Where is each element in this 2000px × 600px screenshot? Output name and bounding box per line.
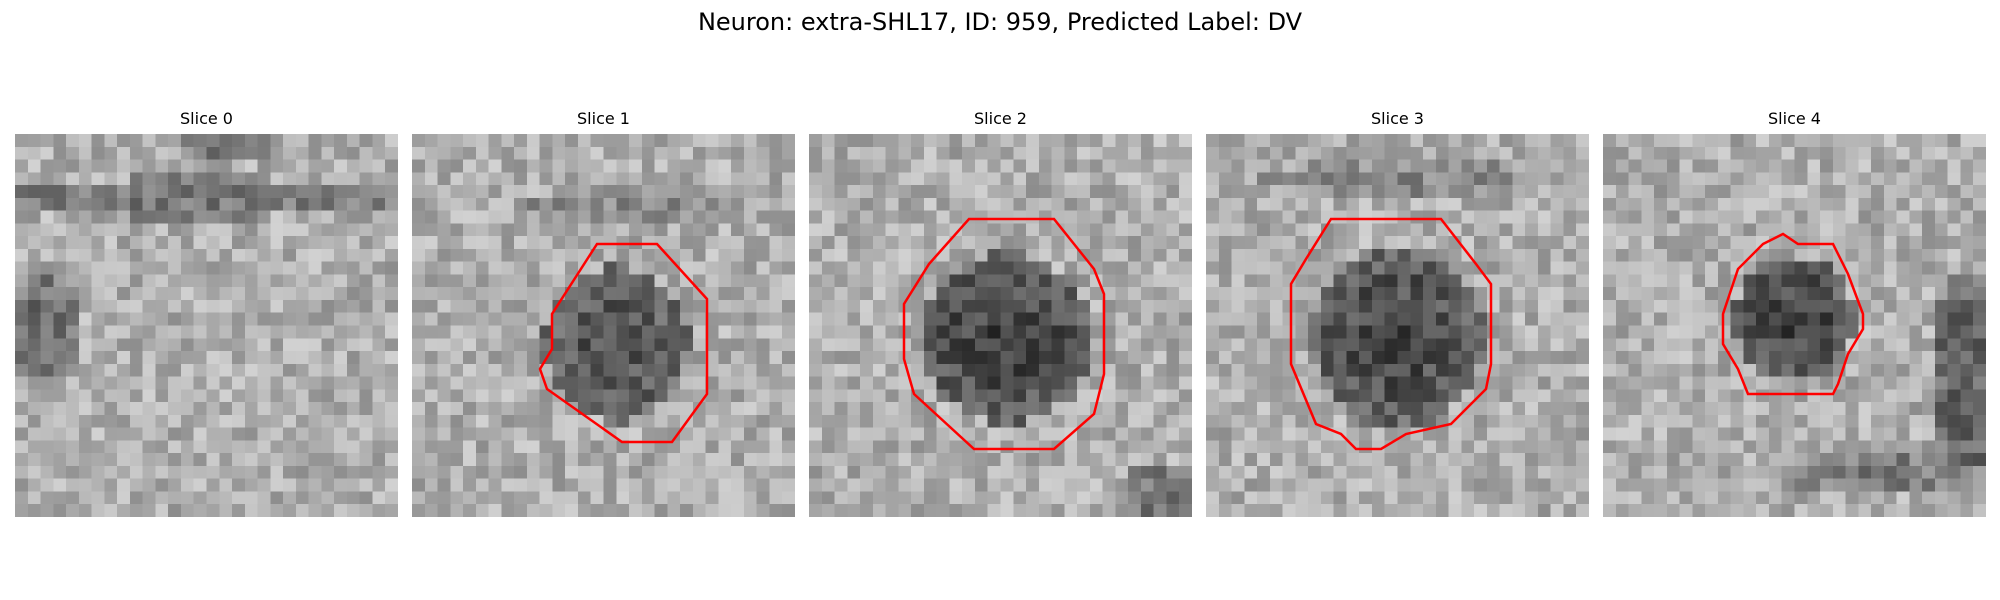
contour-overlay [538,242,709,444]
contour-overlay [902,217,1106,451]
slice-title: Slice 1 [577,109,630,128]
slice-title: Slice 0 [180,109,233,128]
slice-title: Slice 2 [974,109,1027,128]
slice-panel-3: Slice 3 [1206,100,1589,520]
slice-image [15,134,398,517]
slice-image [809,134,1192,517]
slice-image [1603,134,1986,517]
contour-overlay [1289,217,1493,451]
cell-contour [902,217,1106,451]
cell-contour [1289,217,1493,451]
slice-panel-1: Slice 1 [412,100,795,520]
grayscale-microscopy-image [412,134,795,517]
slice-panel-0: Slice 0 [15,100,398,520]
figure-title: Neuron: extra-SHL17, ID: 959, Predicted … [697,8,1303,36]
contour-overlay [1721,232,1865,396]
grayscale-microscopy-image [1206,134,1589,517]
slice-title: Slice 4 [1768,109,1821,128]
slice-image [412,134,795,517]
grayscale-microscopy-image [809,134,1192,517]
slice-panel-2: Slice 2 [809,100,1192,520]
slice-panel-4: Slice 4 [1603,100,1986,520]
grayscale-microscopy-image [15,134,398,517]
slice-image [1206,134,1589,517]
cell-contour [1721,232,1865,396]
grayscale-microscopy-image [1603,134,1986,517]
cell-contour [538,242,709,444]
slice-title: Slice 3 [1371,109,1424,128]
